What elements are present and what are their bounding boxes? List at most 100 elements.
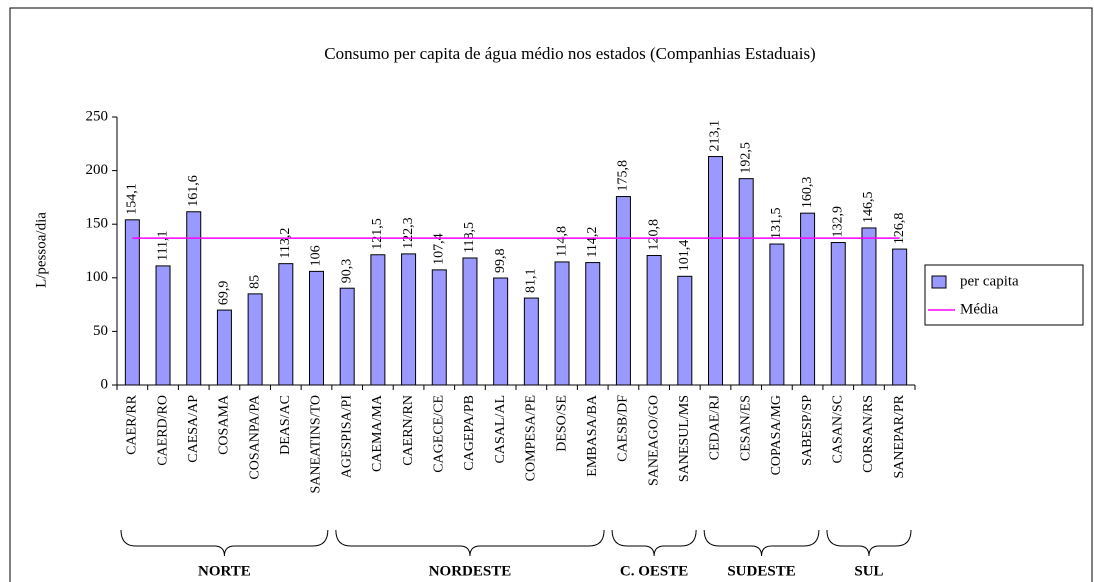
bar: [646, 255, 662, 386]
x-tick-label: CAEMA/MA: [370, 394, 385, 472]
bar: [216, 309, 232, 386]
bar: [278, 263, 294, 386]
bar: [708, 156, 723, 386]
x-tick-label: CAERD/RO: [155, 395, 170, 466]
value-label: 175,8: [616, 160, 631, 192]
value-label: 114,8: [554, 226, 569, 257]
value-label: 213,1: [708, 120, 723, 152]
value-label: 114,2: [585, 227, 600, 258]
x-tick-label: COSAMA: [217, 394, 232, 455]
value-label: 146,5: [861, 191, 876, 223]
group-label: C. OESTE: [620, 563, 688, 579]
bar: [769, 243, 785, 386]
x-tick-label: COMPESA/PE: [524, 395, 539, 481]
x-tick-label: CASAN/SC: [830, 395, 845, 463]
value-label: 160,3: [800, 177, 815, 209]
x-tick-label: AGESPISA/PI: [339, 395, 354, 479]
value-label: 113,2: [278, 228, 293, 259]
bar: [861, 227, 877, 386]
bar: [830, 242, 846, 386]
bar: [493, 277, 509, 386]
y-tick-label: 200: [86, 162, 109, 178]
x-tick-label: CAERN/RN: [401, 395, 416, 466]
x-tick-label: SANESUL/MS: [677, 395, 692, 482]
bar: [155, 265, 171, 386]
y-tick-label: 150: [86, 216, 109, 232]
x-tick-label: SABESP/SP: [800, 395, 815, 466]
x-tick-label: DEAS/AC: [278, 395, 293, 455]
x-tick-label: CAER/RR: [125, 394, 140, 455]
x-tick-label: CAESA/AP: [186, 395, 201, 463]
value-label: 122,3: [401, 217, 416, 249]
bar: [800, 212, 816, 386]
bar: [309, 270, 324, 386]
y-axis-label: L/pessoa/dia: [33, 212, 49, 288]
value-label: 81,1: [524, 269, 539, 294]
bar: [186, 211, 202, 386]
bar: [738, 178, 754, 386]
value-label: 69,9: [217, 281, 232, 306]
group-label: SUDESTE: [727, 563, 795, 579]
value-label: 111,1: [155, 230, 170, 260]
value-label: 85: [247, 275, 262, 289]
x-tick-label: CESAN/ES: [738, 395, 753, 461]
x-tick-label: SANEPAR/PR: [892, 394, 907, 478]
y-tick-label: 250: [86, 108, 109, 124]
value-label: 192,5: [738, 142, 753, 174]
value-label: 101,4: [677, 240, 692, 272]
group-brace: [703, 529, 820, 557]
legend-box: [924, 264, 1084, 326]
value-label: 120,8: [646, 219, 661, 251]
value-label: 106: [309, 245, 324, 266]
group-brace: [611, 529, 697, 557]
x-tick-label: COPASA/MG: [769, 395, 784, 475]
y-tick-label: 50: [93, 323, 108, 339]
x-tick-label: CAGEPA/PB: [462, 395, 477, 471]
bar: [401, 253, 417, 386]
bar: [554, 261, 570, 386]
group-brace: [335, 529, 605, 557]
group-label: SUL: [854, 563, 883, 579]
value-label: 132,9: [830, 206, 845, 238]
value-label: 126,8: [892, 213, 907, 245]
group-brace: [120, 529, 329, 557]
bar: [677, 275, 693, 386]
x-tick-label: CAESB/DF: [616, 395, 631, 462]
x-tick-label: CORSAN/RS: [861, 395, 876, 473]
x-tick-label: EMBASA/BA: [585, 394, 600, 477]
value-label: 131,5: [769, 208, 784, 240]
bar: [892, 248, 908, 386]
legend-label: Média: [960, 301, 999, 317]
y-tick-label: 100: [86, 269, 109, 285]
bar: [615, 196, 631, 386]
bar: [370, 254, 386, 386]
value-label: 161,6: [186, 175, 201, 207]
bar: [339, 287, 355, 386]
bar: [247, 293, 263, 386]
legend-swatch: [931, 275, 947, 289]
bar: [585, 262, 601, 386]
value-label: 90,3: [339, 259, 354, 284]
bar: [523, 297, 539, 386]
x-tick-label: DESO/SE: [554, 395, 569, 452]
group-label: NORDESTE: [429, 563, 512, 579]
bar: [462, 257, 478, 386]
x-tick-label: COSANPA/PA: [247, 394, 262, 479]
x-tick-label: CEDAE/RJ: [708, 394, 723, 460]
chart-title: Consumo per capita de água médio nos est…: [324, 44, 815, 63]
group-label: NORTE: [198, 563, 251, 579]
bar: [124, 219, 140, 386]
x-tick-label: CAGECE/CE: [431, 395, 446, 473]
group-brace: [826, 529, 912, 557]
bar: [431, 269, 447, 386]
legend-label: per capita: [960, 273, 1019, 289]
value-label: 154,1: [125, 183, 140, 215]
x-tick-label: SANEAGO/GO: [646, 395, 661, 486]
value-label: 99,8: [493, 249, 508, 274]
value-label: 121,5: [370, 218, 385, 250]
value-label: 107,4: [431, 233, 446, 265]
x-tick-label: SANEATINS/TO: [309, 395, 324, 494]
y-tick-label: 0: [101, 376, 109, 392]
x-tick-label: CASAL/AL: [493, 395, 508, 463]
